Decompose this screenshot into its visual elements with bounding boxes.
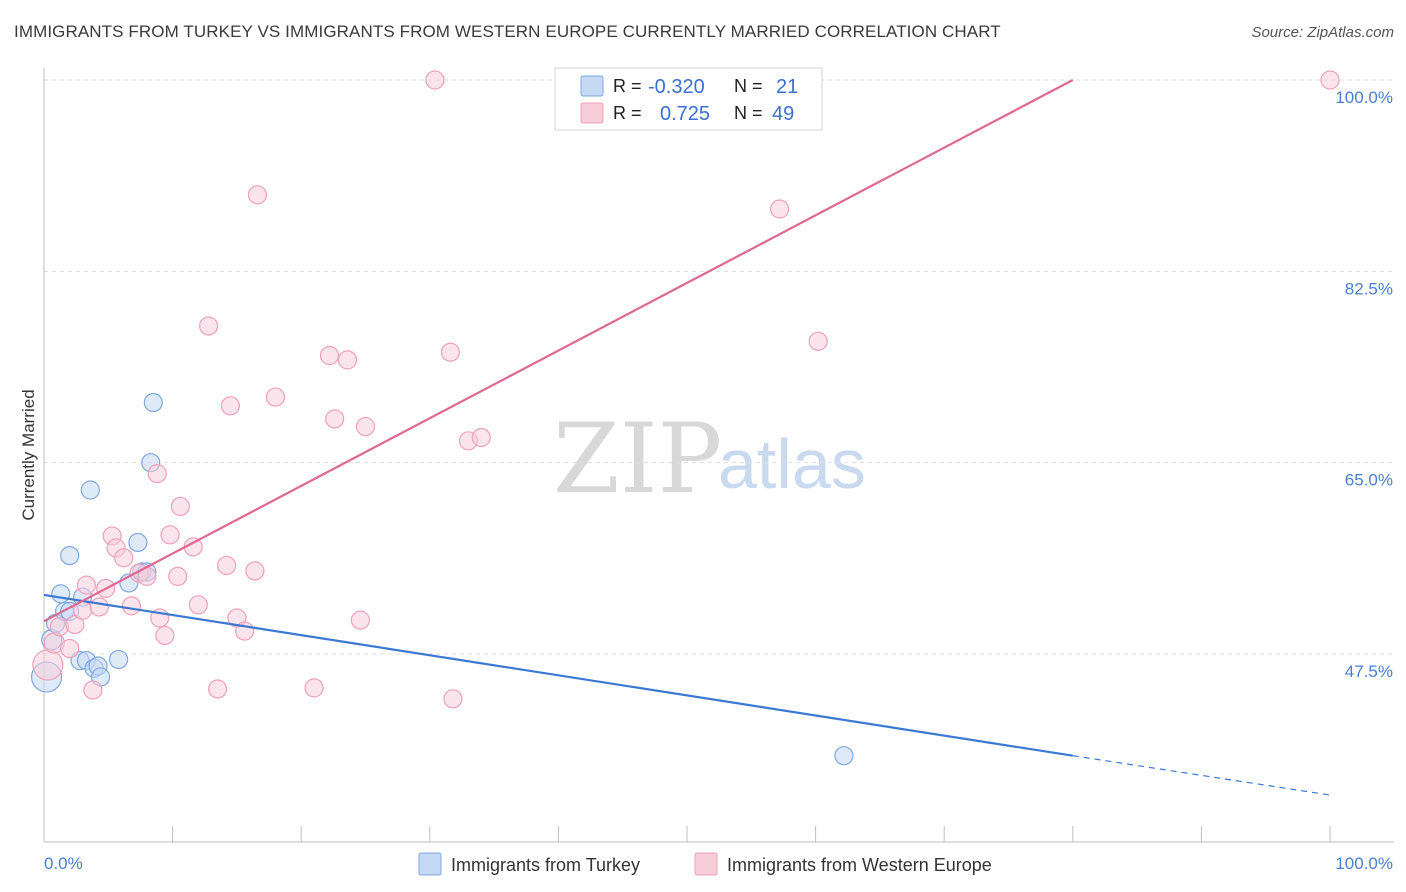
watermark-zip: ZIP: [553, 403, 722, 515]
point-western-europe: [355, 416, 376, 437]
point-western-europe: [425, 70, 445, 90]
legend-n-label-western-europe: N =: [734, 103, 763, 123]
trend-lines: [43, 79, 1331, 796]
point-western-europe: [265, 387, 286, 407]
x-tick-label-right: 100.0%: [1335, 854, 1393, 873]
point-western-europe: [325, 409, 345, 429]
point-western-europe: [1320, 70, 1340, 90]
legend-swatch-turkey: [580, 75, 604, 97]
point-western-europe: [188, 595, 208, 615]
point-western-europe: [319, 345, 340, 366]
legend-r-label-western-europe: R =: [613, 103, 642, 123]
point-turkey: [128, 532, 148, 553]
point-western-europe: [440, 342, 460, 362]
trend-line-western-europe: [43, 79, 1074, 623]
point-western-europe: [147, 464, 167, 484]
y-tick-label: 100.0%: [1335, 88, 1393, 107]
legend-swatch-western-europe: [580, 102, 604, 124]
watermark-atlas: atlas: [718, 425, 866, 503]
point-turkey: [51, 584, 71, 604]
legend-r-value-western-europe: 0.725: [660, 103, 710, 125]
point-western-europe: [245, 561, 265, 581]
y-tick-label: 82.5%: [1345, 279, 1393, 298]
point-western-europe: [769, 199, 790, 219]
legend-r-label-turkey: R =: [613, 76, 642, 96]
legend-r-value-turkey: -0.320: [648, 76, 705, 98]
legend-n-value-western-europe: 49: [772, 103, 794, 125]
point-turkey: [80, 480, 100, 500]
point-western-europe: [337, 350, 358, 370]
point-western-europe: [247, 185, 268, 205]
data-points: [30, 70, 1340, 766]
point-western-europe: [60, 638, 80, 659]
point-turkey: [60, 545, 80, 566]
point-western-europe: [155, 625, 175, 646]
point-western-europe: [217, 555, 237, 576]
point-western-europe: [83, 680, 103, 700]
y-tick-label: 65.0%: [1345, 471, 1393, 490]
y-tick-label: 47.5%: [1345, 662, 1393, 681]
trend-line-turkey-extension: [1072, 755, 1331, 796]
point-turkey: [834, 746, 854, 766]
point-western-europe: [114, 548, 134, 568]
point-western-europe: [170, 496, 190, 516]
point-western-europe: [304, 678, 324, 698]
series-legend-label-western-europe: Immigrants from Western Europe: [727, 855, 992, 875]
y-tick-labels: 47.5% 65.0% 82.5% 100.0%: [1335, 88, 1393, 681]
x-tick-label-left: 0.0%: [44, 854, 83, 873]
series-legend-label-turkey: Immigrants from Turkey: [451, 855, 640, 875]
point-turkey: [108, 649, 129, 670]
source-credit: Source: ZipAtlas.com: [1251, 24, 1394, 41]
point-western-europe: [208, 679, 228, 699]
trend-line-turkey: [43, 593, 1073, 757]
point-western-europe: [168, 566, 188, 586]
point-western-europe: [471, 427, 491, 448]
legend-n-value-turkey: 21: [776, 76, 798, 98]
point-western-europe: [89, 597, 109, 617]
point-western-europe: [199, 316, 219, 336]
point-western-europe: [220, 396, 241, 416]
legend-n-label-turkey: N =: [734, 76, 763, 96]
point-western-europe: [160, 525, 180, 545]
series-legend: Immigrants from Turkey Immigrants from W…: [418, 852, 992, 876]
chart-title: IMMIGRANTS FROM TURKEY VS IMMIGRANTS FRO…: [14, 22, 1001, 41]
x-ticks: [172, 826, 1331, 842]
point-western-europe: [32, 649, 64, 681]
point-western-europe: [76, 575, 97, 595]
stats-legend: R = -0.320 N = 21 R = 0.725 N = 49: [554, 67, 823, 131]
y-axis-title: Currently Married: [19, 389, 38, 520]
series-legend-swatch-western-europe: [694, 852, 718, 876]
series-legend-swatch-turkey: [418, 852, 442, 876]
point-turkey: [143, 392, 163, 413]
point-western-europe: [121, 596, 142, 616]
point-western-europe: [350, 610, 370, 630]
point-western-europe: [443, 689, 463, 709]
point-western-europe: [808, 331, 828, 351]
